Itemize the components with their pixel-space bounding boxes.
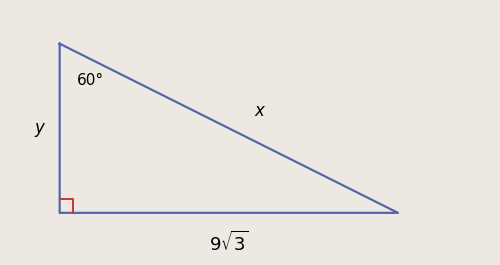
Text: x: x bbox=[254, 102, 264, 120]
Text: y: y bbox=[34, 119, 44, 137]
Text: $9\sqrt{3}$: $9\sqrt{3}$ bbox=[209, 231, 249, 255]
Text: 60°: 60° bbox=[76, 73, 104, 89]
